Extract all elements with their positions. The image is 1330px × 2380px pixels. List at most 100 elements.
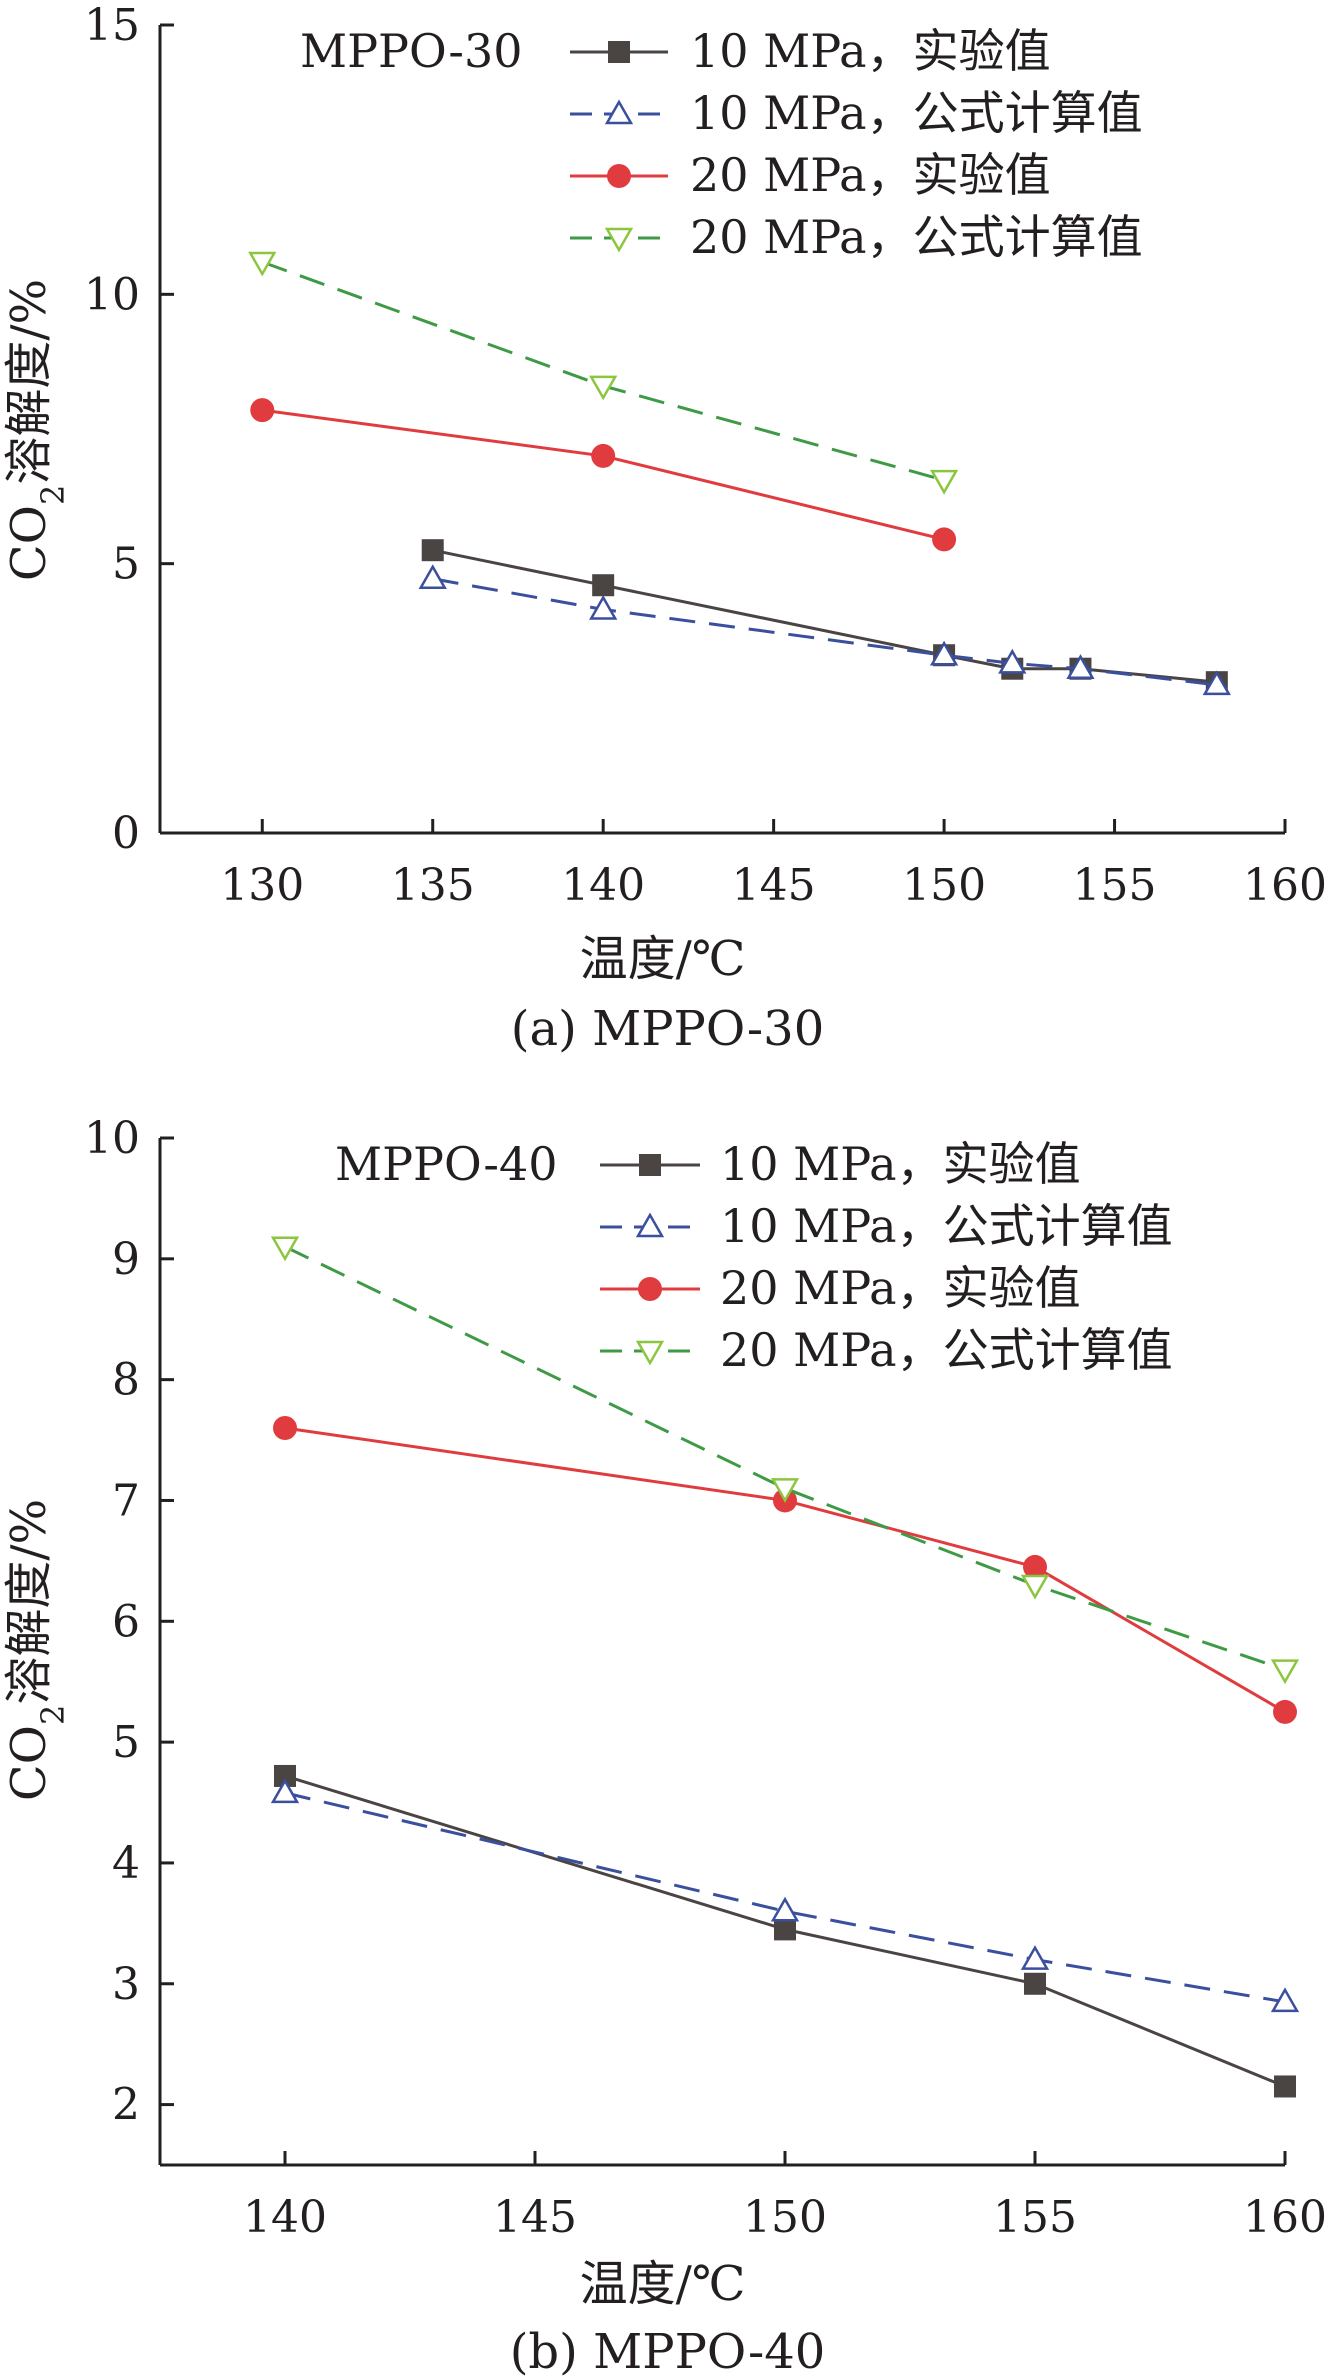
data-point: [1202, 670, 1231, 696]
legend: MPPO-40 10 MPa，实验值 10 MPa，公式计算值 20 MPa，实验值 2…: [335, 1137, 1173, 1377]
data-point: [1020, 1945, 1050, 1970]
data-point: [1270, 1659, 1300, 1685]
y-tick-label: 10: [84, 269, 140, 320]
data-point: [589, 375, 618, 401]
panel-caption: (b) MPPO-40: [510, 2324, 826, 2380]
series-3: [248, 251, 959, 495]
data-point: [998, 648, 1027, 674]
legend-marker: [635, 1212, 665, 1238]
y-tick-label: 15: [84, 0, 140, 51]
series-3: [270, 1236, 1300, 1685]
y-tick-label: 2: [112, 2080, 140, 2131]
y-tick-label: 7: [112, 1475, 140, 1526]
data-point: [1023, 1554, 1047, 1579]
legend-label: 20 MPa，公式计算值: [690, 210, 1143, 264]
y-axis-title: CO2溶解度/%: [1, 1499, 72, 1801]
legend-label: 20 MPa，实验值: [720, 1261, 1081, 1315]
series-line: [284, 1791, 1286, 2004]
y-axis-title-subscript: 2: [34, 485, 72, 505]
x-tick-label: 145: [493, 2192, 577, 2243]
y-axis-title-rest: 溶解度/%: [1, 1499, 57, 1705]
chart-panel-a: 130 135 140 145 150 155 160 0 5 10 15 温度/℃ CO2溶解度/% (…: [1, 0, 1327, 1057]
x-tick-label: 160: [1243, 860, 1327, 911]
y-tick-label: 4: [112, 1838, 140, 1889]
data-point: [421, 539, 444, 562]
legend-marker: [604, 227, 634, 253]
series-2: [250, 398, 957, 552]
y-tick-label: 5: [112, 539, 140, 590]
legend-label: 10 MPa，公式计算值: [720, 1199, 1173, 1253]
y-tick-label: 10: [84, 1113, 140, 1164]
series-line: [284, 1245, 1286, 1672]
x-tick-label: 140: [243, 2192, 327, 2243]
data-point: [589, 594, 618, 620]
series-0: [421, 539, 1228, 694]
y-tick-label: 0: [112, 808, 140, 859]
data-point: [1024, 1972, 1046, 1995]
x-axis-title: 温度/℃: [580, 2256, 746, 2312]
data-point: [418, 564, 447, 589]
legend-marker: [635, 1340, 665, 1366]
y-tick-label: 9: [112, 1234, 140, 1285]
y-tick-label: 5: [112, 1717, 140, 1768]
series-0: [274, 1764, 1296, 2098]
data-point: [273, 1415, 297, 1440]
data-point: [770, 1896, 800, 1922]
data-point: [1066, 654, 1095, 679]
legend-marker: [604, 99, 634, 125]
legend-marker: [607, 164, 631, 188]
x-tick-label: 160: [1243, 2192, 1327, 2243]
series-2: [273, 1415, 1297, 1724]
data-point: [270, 1778, 300, 1804]
series-line: [284, 1426, 1286, 1714]
y-axis-title-subscript: 2: [34, 1705, 72, 1725]
data-point: [774, 1918, 796, 1941]
panel-caption: (a) MPPO-30: [511, 1001, 824, 1057]
y-axis-title: CO2溶解度/%: [1, 279, 72, 581]
y-axis-title-main: CO: [1, 1725, 57, 1801]
data-point: [250, 398, 275, 423]
data-point: [932, 527, 957, 552]
data-point: [248, 251, 277, 277]
x-tick-label: 130: [220, 860, 304, 911]
y-tick-label: 8: [112, 1355, 140, 1406]
data-point: [770, 1478, 800, 1503]
x-tick-label: 135: [391, 860, 475, 911]
series-line: [432, 577, 1217, 687]
legend-label: 20 MPa，实验值: [690, 148, 1051, 202]
x-tick-label: 155: [993, 2192, 1077, 2243]
data-point: [592, 574, 615, 597]
x-tick-label: 150: [902, 860, 986, 911]
legend-marker: [639, 1154, 661, 1176]
legend: MPPO-30 10 MPa，实验值 10 MPa，公式计算值 20 MPa，实验值 2…: [300, 24, 1143, 264]
series-1: [270, 1778, 1300, 2013]
y-axis-title-main: CO: [1, 505, 57, 581]
legend-panel-label: MPPO-40: [335, 1137, 557, 1191]
x-tick-label: 145: [732, 860, 816, 911]
data-point: [1274, 2075, 1296, 2098]
series-line: [262, 408, 945, 541]
x-tick-label: 140: [561, 860, 645, 911]
series-1: [418, 564, 1231, 696]
legend-label: 10 MPa，公式计算值: [690, 86, 1143, 140]
x-tick-label: 150: [743, 2192, 827, 2243]
chart-panel-b: 140 145 150 155 1602345678910温度/℃CO2溶解度/%(b)…: [1, 1113, 1327, 2380]
data-point: [1273, 1699, 1297, 1724]
data-point: [591, 443, 616, 468]
data-point: [274, 1764, 296, 1787]
legend-label: 20 MPa，公式计算值: [720, 1323, 1173, 1377]
data-point: [1270, 1987, 1300, 2013]
data-point: [929, 469, 959, 495]
series-line: [432, 548, 1217, 684]
legend-panel-label: MPPO-30: [300, 24, 522, 78]
x-axis-title: 温度/℃: [580, 931, 746, 987]
x-tick-label: 155: [1073, 860, 1157, 911]
legend-label: 10 MPa，实验值: [720, 1137, 1081, 1191]
y-axis-title-rest: 溶解度/%: [1, 279, 57, 485]
data-point: [270, 1236, 300, 1262]
legend-label: 10 MPa，实验值: [690, 24, 1051, 78]
legend-marker: [638, 1277, 662, 1301]
data-point: [929, 640, 959, 666]
legend-marker: [608, 41, 630, 63]
